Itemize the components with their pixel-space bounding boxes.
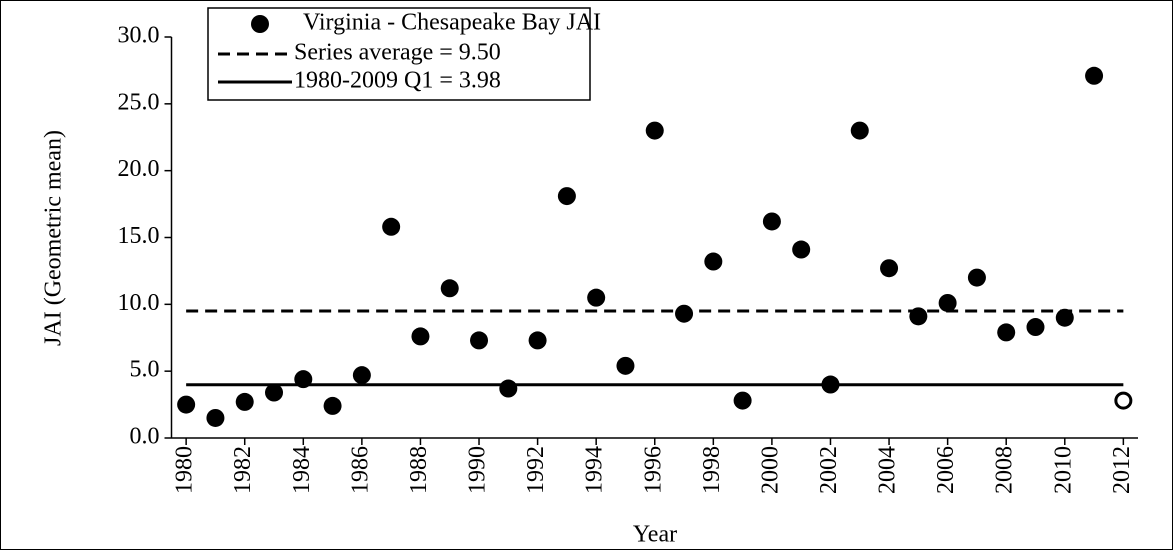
data-point [704, 252, 723, 271]
x-tick-label: 2000 [757, 446, 783, 494]
data-point [938, 293, 957, 312]
data-point [997, 323, 1016, 342]
data-point [499, 379, 518, 398]
data-point [616, 356, 635, 375]
x-tick-label: 2006 [933, 446, 959, 494]
legend-label: Virginia - Chesapeake Bay JAI [303, 10, 601, 36]
y-tick-label: 15.0 [118, 223, 160, 249]
legend-label: Series average = 9.50 [294, 40, 501, 66]
data-point [821, 375, 840, 394]
legend-label: 1980-2009 Q1 = 3.98 [294, 68, 501, 94]
legend-marker [251, 15, 269, 33]
data-point [265, 383, 284, 402]
x-axis-label: Year [633, 522, 677, 548]
y-tick-label: 5.0 [130, 357, 160, 383]
data-point [206, 408, 225, 427]
data-point [792, 240, 811, 259]
x-tick-label: 1982 [230, 446, 256, 494]
data-point [177, 395, 196, 414]
y-tick-label: 20.0 [118, 156, 160, 182]
data-point [235, 392, 254, 411]
data-point [323, 396, 342, 415]
data-point [909, 307, 928, 326]
legend-box [207, 7, 591, 101]
x-tick-label: 1986 [347, 446, 373, 494]
x-tick-label: 1992 [523, 446, 549, 494]
data-point [470, 331, 489, 350]
x-tick-label: 2008 [992, 446, 1018, 494]
y-tick-label: 25.0 [118, 89, 160, 115]
data-point [411, 327, 430, 346]
data-point [1114, 391, 1133, 410]
data-point [967, 268, 986, 287]
data-point [1085, 66, 1104, 85]
data-point [382, 217, 401, 236]
data-point [733, 391, 752, 410]
x-tick-label: 1988 [406, 446, 432, 494]
data-point [557, 187, 576, 206]
data-point [850, 121, 869, 140]
data-point [352, 366, 371, 385]
x-tick-label: 2012 [1109, 446, 1135, 494]
x-tick-label: 2004 [875, 446, 901, 494]
data-point [528, 331, 547, 350]
data-point [1055, 308, 1074, 327]
data-point [645, 121, 664, 140]
x-tick-label: 1984 [289, 446, 315, 494]
x-tick-label: 1996 [640, 446, 666, 494]
y-tick-label: 30.0 [118, 23, 160, 49]
data-point [880, 259, 899, 278]
data-point [440, 279, 459, 298]
data-point [1026, 318, 1045, 337]
x-tick-label: 1990 [465, 446, 491, 494]
x-tick-label: 2010 [1050, 446, 1076, 494]
data-point [587, 288, 606, 307]
y-tick-label: 0.0 [130, 424, 160, 450]
x-tick-label: 1998 [699, 446, 725, 494]
x-tick-label: 1980 [172, 446, 198, 494]
y-tick-label: 10.0 [118, 290, 160, 316]
data-point [762, 212, 781, 231]
y-axis-label: JAI (Geometric mean) [41, 130, 67, 346]
data-point [294, 370, 313, 389]
x-tick-label: 2002 [816, 446, 842, 494]
data-point [675, 304, 694, 323]
x-tick-label: 1994 [582, 446, 608, 494]
